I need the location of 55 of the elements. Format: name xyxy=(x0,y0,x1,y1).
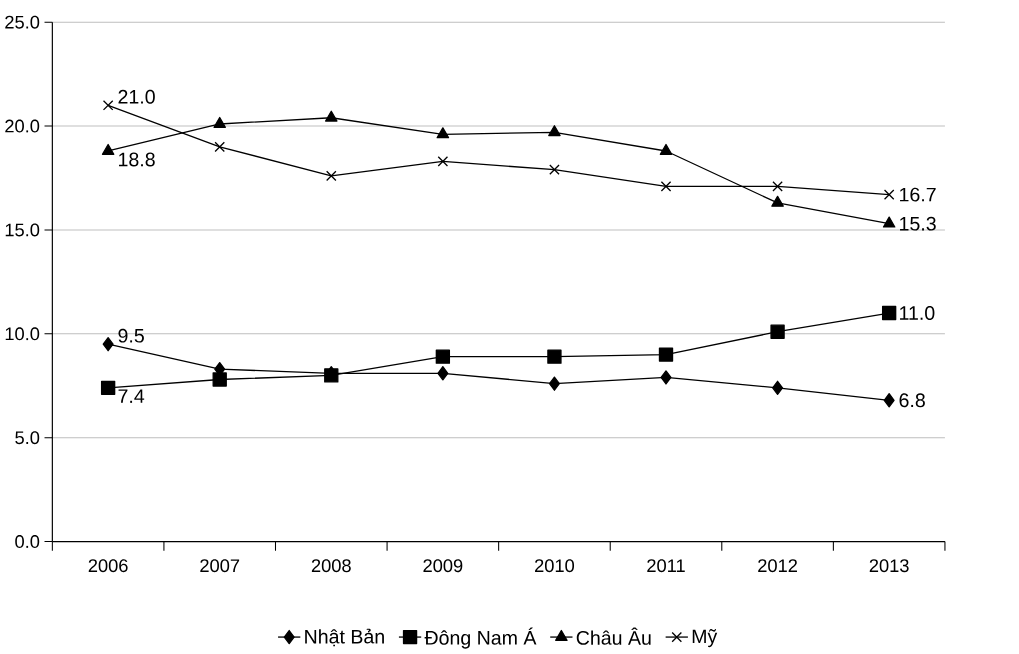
x-tick-label: 2008 xyxy=(311,559,351,573)
y-tick-label: 20.0 xyxy=(5,119,40,133)
y-tick-label: 10.0 xyxy=(5,327,40,341)
point xyxy=(436,127,450,139)
point xyxy=(100,380,116,396)
point xyxy=(772,380,784,396)
y-tick-label: 5.0 xyxy=(15,431,40,445)
x-tick-label: 2006 xyxy=(88,559,128,573)
x-tick-label: 2012 xyxy=(758,559,797,573)
point xyxy=(882,216,896,228)
data-label: 9.5 xyxy=(118,328,144,343)
point xyxy=(437,366,449,381)
point xyxy=(660,181,672,192)
y-tick-label: 15.0 xyxy=(5,223,40,237)
data-label: 11.0 xyxy=(900,306,935,321)
point xyxy=(549,164,560,176)
point xyxy=(771,195,784,207)
data-label: 15.3 xyxy=(900,216,936,231)
point xyxy=(548,125,561,137)
point xyxy=(214,141,225,153)
point xyxy=(548,376,560,391)
legend-label: Châu Âu xyxy=(576,627,651,645)
point xyxy=(101,143,115,156)
point xyxy=(547,349,562,364)
y-tick-label: 25.0 xyxy=(5,15,40,29)
data-label: 21.0 xyxy=(118,89,155,104)
x-tick-label: 2007 xyxy=(200,559,240,573)
x-tick-label: 2013 xyxy=(869,559,909,573)
x-tick-label: 2011 xyxy=(647,559,685,573)
point xyxy=(213,116,227,128)
legend-label: Đông Nam Á xyxy=(424,627,537,649)
point xyxy=(658,347,674,362)
data-label: 16.7 xyxy=(900,187,936,202)
legend-label: Mỹ xyxy=(692,629,718,648)
x-tick-label: 2010 xyxy=(535,559,575,573)
data-label: 7.4 xyxy=(118,389,145,403)
point xyxy=(660,370,672,385)
point xyxy=(883,189,895,200)
y-tick-label: 0.0 xyxy=(15,535,40,549)
point xyxy=(212,372,227,387)
point xyxy=(324,110,338,122)
point xyxy=(659,143,673,156)
legend-label: Nhật Bản xyxy=(305,628,384,647)
point xyxy=(881,305,897,321)
x-tick-label: 2009 xyxy=(423,559,463,573)
point xyxy=(772,181,783,192)
data-label: 6.8 xyxy=(899,393,925,408)
data-label: 18.8 xyxy=(119,152,155,167)
point xyxy=(326,170,337,182)
point xyxy=(770,324,785,340)
point xyxy=(883,393,895,408)
point xyxy=(435,349,451,364)
point xyxy=(102,337,114,352)
point xyxy=(437,156,449,167)
point xyxy=(102,100,114,111)
